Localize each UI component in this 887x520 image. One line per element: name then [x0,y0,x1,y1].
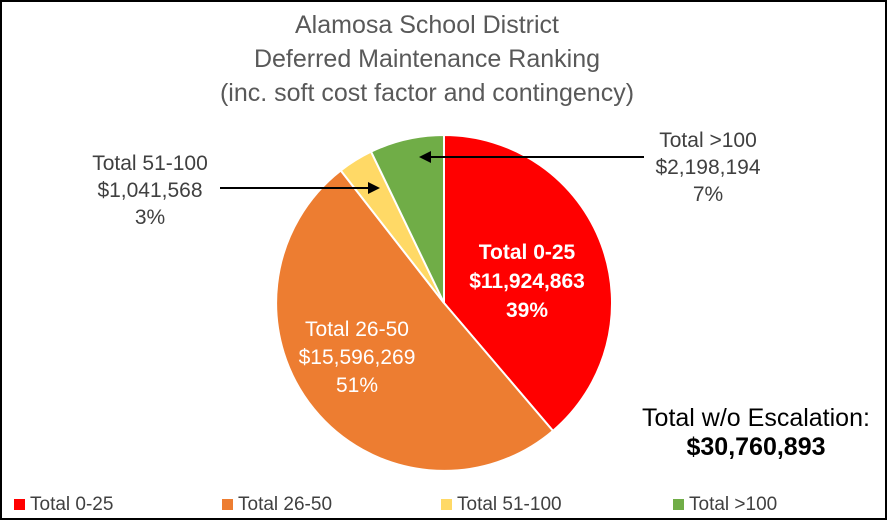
leader-arrow-total-51-100 [220,182,380,194]
slice-label-name: Total >100 [659,129,757,152]
slice-label-value: $15,596,269 [299,346,416,369]
data-label-total-26-50: Total 26-50 $15,596,269 51% [299,318,416,397]
slice-label-value: $11,924,863 [469,270,585,293]
slice-label-percent: 51% [336,374,378,397]
total-annotation-label: Total w/o Escalation: [642,404,870,432]
legend-label: Total 26-50 [238,494,332,515]
legend-label: Total >100 [689,494,777,515]
legend-label: Total 51-100 [457,494,562,515]
slice-label-name: Total 26-50 [305,318,409,341]
slice-label-percent: 7% [693,183,723,206]
legend-label: Total 0-25 [30,494,113,515]
chart-title-line2: Deferred Maintenance Ranking [254,45,600,73]
slice-label-percent: 39% [506,299,548,322]
data-label-total-over-100: Total >100 $2,198,194 7% [655,129,760,206]
legend: Total 0-25 Total 26-50 Total 51-100 Tota… [14,494,777,515]
pie-slices [275,133,613,472]
legend-item-total-0-25: Total 0-25 [14,494,113,515]
pie-slice-total-0-25 [443,133,613,433]
slice-label-name: Total 51-100 [92,152,208,175]
pie-slice-total-over-100 [369,133,445,304]
data-label-total-51-100: Total 51-100 $1,041,568 3% [92,152,208,229]
chart-title-line1: Alamosa School District [295,11,559,39]
chart-title-line3: (inc. soft cost factor and contingency) [220,79,634,107]
chart-title: Alamosa School District Deferred Mainten… [220,11,634,107]
legend-item-total-26-50: Total 26-50 [222,494,332,515]
slice-label-value: $1,041,568 [97,179,202,202]
data-label-total-0-25: Total 0-25 $11,924,863 39% [469,241,585,322]
slice-label-percent: 3% [135,206,165,229]
legend-swatch [14,499,25,510]
legend-item-total-51-100: Total 51-100 [441,494,562,515]
legend-swatch [673,499,684,510]
legend-item-total-over-100: Total >100 [673,494,777,515]
arrow-head [419,151,431,163]
total-annotation: Total w/o Escalation: $30,760,893 [642,404,870,461]
pie-slice-total-26-50 [275,169,555,472]
legend-swatch [222,499,233,510]
arrow-head [368,182,380,194]
leader-arrow-total-over-100 [419,151,644,163]
slice-label-value: $2,198,194 [655,156,760,179]
slice-label-name: Total 0-25 [479,241,576,264]
legend-swatch [441,499,452,510]
total-annotation-value: $30,760,893 [686,433,825,461]
